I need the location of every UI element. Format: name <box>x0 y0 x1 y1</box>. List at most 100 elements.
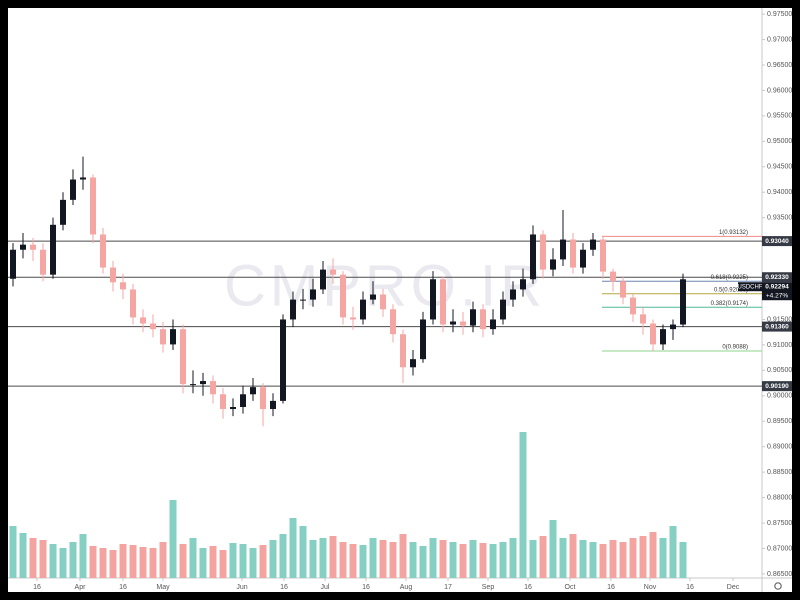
volume-bar <box>279 534 287 578</box>
y-tick-label: 0.97000 <box>767 36 792 43</box>
volume-bar <box>519 432 527 578</box>
volume-bar <box>619 542 627 578</box>
candle-body <box>150 323 156 330</box>
volume-bar <box>449 542 457 578</box>
volume-bar <box>219 550 227 578</box>
fib-label: 0.618(0.9225) <box>711 275 748 281</box>
volume-bar <box>329 536 337 578</box>
volume-bar <box>429 538 437 578</box>
volume-bar <box>259 545 267 578</box>
volume-bar <box>129 545 137 578</box>
candle-body <box>30 244 36 250</box>
candle-body <box>630 297 636 315</box>
candle-body <box>420 319 426 360</box>
x-tick-label: 16 <box>362 584 370 591</box>
candle-body <box>170 329 176 345</box>
y-tick-label: 0.87000 <box>767 545 792 552</box>
volume-bar <box>679 542 687 578</box>
volume-bar <box>209 546 217 578</box>
candle-body <box>590 239 596 250</box>
x-tick-label: Oct <box>565 584 576 591</box>
volume-bar <box>79 534 87 578</box>
settings-icon[interactable] <box>774 582 782 590</box>
y-tick-label: 0.89500 <box>767 418 792 425</box>
level-price-label: 0.93040 <box>765 238 789 245</box>
candle-body <box>270 400 276 410</box>
volume-bar <box>119 544 127 578</box>
fib-label: 0.5(0.92006) <box>714 287 748 293</box>
last-change: +4.27% <box>766 292 788 299</box>
candle-body <box>540 234 546 270</box>
volume-bar <box>179 544 187 578</box>
candle-body <box>340 274 346 318</box>
volume-bar <box>89 546 97 578</box>
candle-body <box>280 319 286 401</box>
x-tick-label: 16 <box>33 584 41 591</box>
candle-body <box>230 407 236 410</box>
volume-bar <box>99 548 107 578</box>
level-price-label: 0.91360 <box>765 323 789 330</box>
y-tick-label: 0.91000 <box>767 342 792 349</box>
volume-bar <box>559 538 567 578</box>
candle-body <box>50 224 56 275</box>
candle-body <box>390 309 396 335</box>
level-price-box <box>762 321 792 332</box>
candle-body <box>410 359 416 368</box>
volume-bar <box>579 540 587 578</box>
y-tick-label: 0.87500 <box>767 520 792 527</box>
x-tick-label: 16 <box>524 584 532 591</box>
candle-body <box>430 279 436 320</box>
volume-bar <box>399 534 407 578</box>
x-tick-label: Nov <box>644 584 657 591</box>
fib-label: 0(0.9088) <box>722 345 748 351</box>
y-tick-label: 0.91500 <box>767 316 792 323</box>
y-tick-label: 0.97500 <box>767 11 792 18</box>
candle-body <box>250 387 256 395</box>
last-price-box <box>762 282 792 301</box>
candle-body <box>610 271 616 282</box>
volume-bar <box>309 540 317 578</box>
candle-body <box>160 329 166 345</box>
volume-bar <box>269 540 277 578</box>
candle-body <box>20 244 26 250</box>
candle-body <box>100 234 106 268</box>
volume-bar <box>159 542 167 578</box>
x-tick-label: Dec <box>727 584 740 591</box>
candle-body <box>220 394 226 410</box>
volume-bar <box>379 540 387 578</box>
candle-body <box>140 317 146 324</box>
volume-bar <box>189 538 197 578</box>
volume-bar <box>349 544 357 578</box>
candle-body <box>190 384 196 386</box>
candle-body <box>40 249 46 275</box>
volume-bar <box>529 540 537 578</box>
candle-body <box>400 334 406 368</box>
volume-bar <box>649 532 657 578</box>
volume-bar <box>439 540 447 578</box>
fib-label: 0.382(0.9174) <box>711 301 748 307</box>
candle-body <box>240 394 246 407</box>
volume-bar <box>169 500 177 578</box>
candle-body <box>180 329 186 385</box>
chart-background <box>8 8 792 592</box>
candle-body <box>120 282 126 290</box>
candle-body <box>470 309 476 326</box>
volume-bar <box>139 547 147 578</box>
volume-bar <box>229 543 237 578</box>
candle-body <box>70 179 76 200</box>
last-price: USDCHF 0.92294 +4.27% <box>738 282 792 301</box>
candle-body <box>10 249 16 279</box>
y-tick-label: 0.89000 <box>767 444 792 451</box>
volume-bar <box>299 526 307 578</box>
candle-body <box>530 234 536 280</box>
y-tick-label: 0.94000 <box>767 189 792 196</box>
candle-body <box>320 269 326 290</box>
candle-body <box>500 299 506 320</box>
candle-body <box>510 289 516 300</box>
candle-body <box>650 323 656 345</box>
candle-body <box>90 177 96 235</box>
candle-body <box>60 199 66 225</box>
candle-body <box>550 259 556 270</box>
x-tick-label: May <box>156 584 170 591</box>
